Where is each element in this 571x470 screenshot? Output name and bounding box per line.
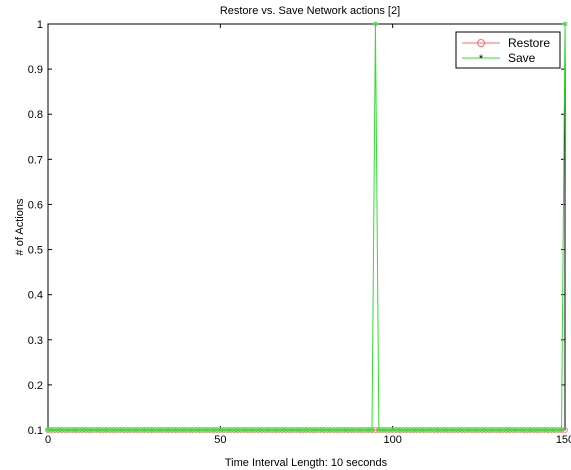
y-tick-label: 0.9 [28,64,43,76]
y-tick-label: 1 [37,19,43,31]
data-point-save [269,427,275,433]
data-point-save [110,427,116,433]
data-point-save [510,427,516,433]
data-point-save [455,427,461,433]
data-point-save [445,427,451,433]
data-point-save [469,427,475,433]
y-tick-label: 0.7 [28,154,43,166]
y-tick-label: 0.5 [28,245,43,257]
data-point-save [372,21,378,27]
legend-box [455,31,561,69]
data-point-save [62,427,68,433]
data-point-save [279,427,285,433]
data-point-save [465,427,471,433]
data-point-save [131,427,137,433]
data-point-save [190,427,196,433]
data-point-save [417,427,423,433]
data-point-save [55,427,61,433]
data-point-save [397,427,403,433]
series-layer [45,21,568,433]
data-point-save [538,427,544,433]
y-tick-label: 0.3 [28,335,43,347]
data-point-save [224,427,230,433]
data-point-save [434,427,440,433]
x-tick-label: 0 [45,434,51,446]
data-point-save [248,427,254,433]
x-tick-label: 50 [214,434,226,446]
y-tick-label: 0.2 [28,380,43,392]
data-point-save [352,427,358,433]
data-point-save [428,427,434,433]
x-tick-label: 100 [383,434,401,446]
data-point-save [152,427,158,433]
data-point-save [45,427,51,433]
data-point-save [69,427,75,433]
legend-marker-restore [477,39,485,47]
data-point-save [73,427,79,433]
data-point-save [214,427,220,433]
data-point-save [341,427,347,433]
legend-marker-save: * [479,53,484,65]
y-axis-label: # of Actions [14,198,26,255]
data-point-save [479,427,485,433]
chart-title: Restore vs. Save Network actions [2] [220,5,400,17]
data-point-save [421,427,427,433]
x-axis-label: Time Interval Length: 10 seconds [225,457,388,469]
data-point-save [562,21,568,27]
legend: Restore * Save [455,31,561,69]
data-point-save [259,427,265,433]
y-tick-label: 0.1 [28,425,43,437]
data-point-save [521,427,527,433]
data-point-save [52,427,58,433]
data-point-save [534,427,540,433]
data-point-save [183,427,189,433]
y-tick-label: 0.8 [28,109,43,121]
x-tick-label: 150 [556,434,571,446]
y-tick-label: 0.6 [28,199,43,211]
data-point-save [559,427,565,433]
y-tick-label: 0.4 [28,290,43,302]
data-point-save [255,427,261,433]
data-point-save [555,427,561,433]
x-axis-ticks: 0 50 100 150 [45,24,571,446]
data-point-save [369,427,375,433]
plot-area [47,23,566,431]
data-point-save [379,427,385,433]
data-point-save [197,427,203,433]
data-point-save [272,427,278,433]
data-point-save [390,427,396,433]
data-point-save [493,427,499,433]
legend-label-save: Save [508,51,536,65]
data-point-save [235,427,241,433]
data-point-save [314,427,320,433]
legend-label-restore: Restore [508,36,550,50]
